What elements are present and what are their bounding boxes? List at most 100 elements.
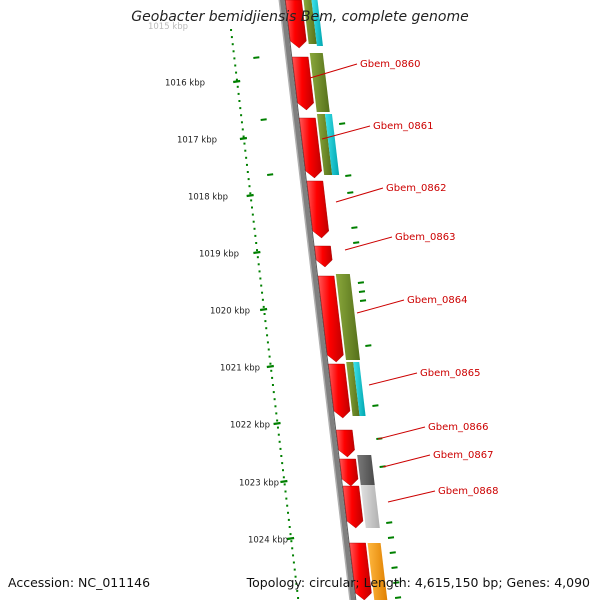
ruler-dot <box>292 554 295 557</box>
gene-label-leader <box>382 454 431 468</box>
ruler-tick <box>286 536 295 541</box>
ruler-dot <box>236 85 239 88</box>
ruler-dot <box>268 355 271 358</box>
feature-tick <box>365 344 372 347</box>
ruler-dot <box>235 78 238 81</box>
ruler-tick <box>266 364 274 369</box>
feature-tick <box>389 551 396 554</box>
ruler-tick <box>273 421 281 426</box>
ruler-label: 1018 kbp <box>188 193 228 203</box>
ruler-dot <box>284 490 287 493</box>
ruler-dot <box>239 107 242 110</box>
feature-tick <box>267 173 274 176</box>
map-title: Geobacter bemidjiensis Bem, complete gen… <box>131 9 469 25</box>
ruler-dot <box>271 376 274 379</box>
ruler-dot <box>240 121 243 124</box>
feature-tick <box>345 174 352 177</box>
ruler-dot <box>275 412 278 415</box>
ruler-dot <box>283 483 286 486</box>
ruler-dot <box>294 575 297 578</box>
cds-arrow <box>299 117 322 179</box>
feature-block-green <box>316 114 333 175</box>
feature-block-green <box>303 0 317 44</box>
ruler-dot <box>285 497 288 500</box>
gene-label: Gbem_0863 <box>395 232 455 243</box>
ruler-dot <box>241 128 244 131</box>
gene-label: Gbem_0865 <box>420 368 480 379</box>
ruler-dot <box>242 135 245 138</box>
ruler-label: 1021 kbp <box>220 364 260 374</box>
ruler-dot <box>288 526 291 528</box>
ruler-dot <box>232 50 235 53</box>
ruler-dot <box>262 305 265 308</box>
ruler-dot <box>271 384 274 386</box>
ruler-dot <box>266 341 269 344</box>
ruler-dot <box>263 313 266 315</box>
feature-tick <box>387 536 395 539</box>
ruler-dot <box>278 440 281 443</box>
ruler-label: 1022 kbp <box>230 421 270 431</box>
ruler-dot <box>279 447 282 450</box>
gene-labels: Gbem_0860 Gbem_0861 Gbem_0862 Gbem_0863 Gbem… <box>309 59 498 503</box>
ruler-dot <box>269 362 272 365</box>
ruler-dot <box>276 419 279 422</box>
sequence-ruler: 1016 kbp 1017 kbp 1018 kbp 1019 kbp 1020 kbp… <box>148 22 300 599</box>
ruler-label: 1019 kbp <box>199 250 239 260</box>
cds-arrow <box>314 245 333 268</box>
ruler-dot <box>264 320 267 323</box>
feature-tick <box>386 521 393 524</box>
ruler-dot <box>244 149 247 152</box>
gene-label: Gbem_0861 <box>373 121 433 132</box>
ruler-dot <box>297 597 300 599</box>
ruler-dot <box>234 64 237 67</box>
ruler-dot <box>287 518 290 521</box>
ruler-dot <box>251 213 254 216</box>
ruler-tick <box>253 250 261 255</box>
ruler-dot <box>230 36 233 39</box>
gene-label-leader <box>344 236 393 251</box>
ruler-dot <box>233 57 236 60</box>
cds-arrow <box>328 363 351 419</box>
feature-block-cyan <box>353 362 366 416</box>
ruler-dot <box>255 242 258 244</box>
ruler-dot <box>253 227 256 230</box>
feature-tick <box>347 191 354 194</box>
ruler-dot <box>281 462 284 465</box>
ruler-dot <box>289 533 292 536</box>
genome-summary-text: Topology: circular; Length: 4,615,150 bp… <box>246 575 590 590</box>
feature-tick <box>260 118 267 121</box>
ruler-dot <box>231 43 234 46</box>
feature-block-green <box>346 362 360 416</box>
ruler-dot <box>230 29 233 31</box>
ruler-dot <box>276 426 279 429</box>
gene-label: Gbem_0862 <box>386 183 446 194</box>
ruler-dot <box>290 540 293 543</box>
feature-block-cyan <box>311 0 323 46</box>
ruler-dot <box>260 284 263 287</box>
ruler-dot <box>272 391 275 394</box>
ruler-tick <box>246 193 254 198</box>
gene-label: Gbem_0868 <box>438 486 498 497</box>
ruler-dot <box>243 142 246 145</box>
ruler-dot <box>257 263 260 266</box>
accession-text: Accession: NC_011146 <box>8 575 151 590</box>
ruler-label: 1024 kbp <box>248 536 288 546</box>
ruler-dot <box>266 334 269 337</box>
ruler-dot <box>248 185 251 188</box>
ruler-dot <box>291 547 294 550</box>
feature-tick <box>357 281 365 284</box>
ruler-dot <box>295 582 298 585</box>
ruler-dot <box>235 71 238 74</box>
feature-block-dark <box>357 455 375 485</box>
cds-arrow <box>306 180 329 239</box>
ruler-dot <box>250 199 253 202</box>
ruler-tick <box>233 79 241 84</box>
cds-arrow <box>336 429 355 458</box>
feature-tick <box>339 122 346 125</box>
feature-tick <box>391 566 398 569</box>
gene-label-leader <box>377 426 426 440</box>
feature-tick <box>394 596 402 599</box>
ruler-label: 1020 kbp <box>210 307 250 317</box>
